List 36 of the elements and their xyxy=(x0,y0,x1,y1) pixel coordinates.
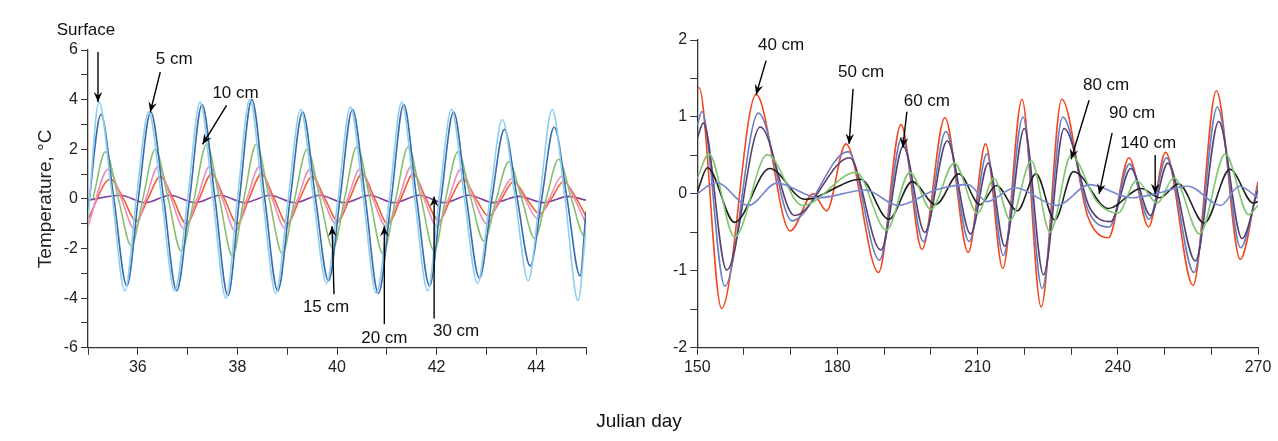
y-tick-label: 4 xyxy=(69,90,79,108)
annotation: 10 cm xyxy=(212,82,259,102)
y-tick-label: -4 xyxy=(63,288,79,306)
x-tick-label: 40 xyxy=(328,357,347,375)
y-tick-label: 2 xyxy=(69,139,79,157)
annotation: 30 cm xyxy=(432,321,480,341)
annotation: 80 cm xyxy=(1082,74,1130,94)
x-axis-title: Julian day xyxy=(595,410,683,432)
annotation: 15 cm xyxy=(302,296,350,316)
x-tick-label: 44 xyxy=(527,357,546,375)
annotation: 40 cm xyxy=(757,35,805,55)
x-tick-label: 210 xyxy=(964,357,992,375)
annotation: Surface xyxy=(56,19,116,39)
x-tick-label: 240 xyxy=(1104,357,1132,375)
y-axis-title: Temperature, °C xyxy=(33,129,55,269)
y-tick-label: 6 xyxy=(69,40,79,58)
y-tick-label: -2 xyxy=(672,338,688,356)
annotation: 20 cm xyxy=(361,327,408,347)
x-tick-label: 150 xyxy=(683,357,711,375)
x-tick-label: 38 xyxy=(228,357,247,375)
y-tick-label: -1 xyxy=(672,261,688,279)
y-tick-label: 2 xyxy=(678,30,688,48)
x-tick-label: 42 xyxy=(427,357,446,375)
y-tick-label: -6 xyxy=(63,338,79,356)
y-tick-label: -2 xyxy=(63,238,79,256)
y-tick-label: 1 xyxy=(678,107,688,125)
x-tick-label: 270 xyxy=(1244,357,1272,375)
annotation: 60 cm xyxy=(903,91,950,111)
annotation: 140 cm xyxy=(1120,132,1177,152)
annotation: 50 cm xyxy=(837,61,885,81)
y-tick-label: 0 xyxy=(69,189,79,207)
y-tick-label: 0 xyxy=(678,184,688,202)
annotation: 90 cm xyxy=(1108,102,1156,122)
annotation: 5 cm xyxy=(155,48,193,68)
x-tick-label: 36 xyxy=(128,357,147,375)
x-tick-label: 180 xyxy=(824,357,851,375)
